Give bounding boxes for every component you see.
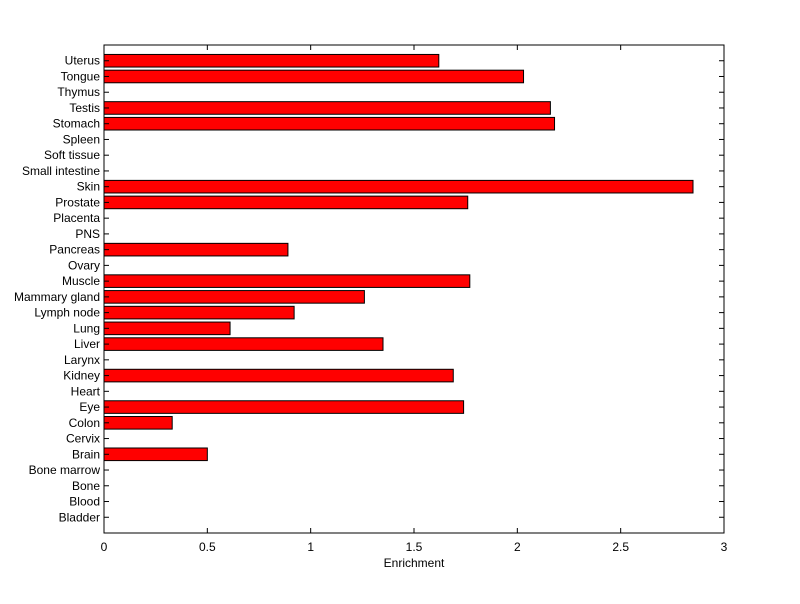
- category-label-eye: Eye: [79, 400, 100, 414]
- category-label-muscle: Muscle: [62, 274, 100, 288]
- category-label-lymph-node: Lymph node: [34, 306, 100, 320]
- category-label-thymus: Thymus: [57, 85, 100, 99]
- category-label-brain: Brain: [72, 447, 100, 461]
- category-label-pns: PNS: [75, 227, 100, 241]
- x-tick-label: 2: [514, 540, 521, 554]
- category-label-tongue: Tongue: [61, 69, 101, 83]
- category-label-stomach: Stomach: [53, 117, 100, 131]
- bar-eye: [103, 400, 465, 414]
- category-label-ovary: Ovary: [68, 258, 100, 272]
- bar-prostate: [103, 195, 469, 210]
- category-label-soft-tissue: Soft tissue: [44, 148, 100, 162]
- category-label-colon: Colon: [69, 416, 100, 430]
- category-label-larynx: Larynx: [64, 353, 100, 367]
- category-label-bone-marrow: Bone marrow: [29, 463, 101, 477]
- plot-frame: [103, 44, 725, 534]
- bar-skin: [103, 179, 694, 194]
- bar-colon: [103, 416, 173, 430]
- category-label-liver: Liver: [74, 337, 100, 351]
- bar-pancreas: [103, 242, 289, 257]
- category-label-mammary-gland: Mammary gland: [14, 290, 100, 304]
- x-tick-label: 2.5: [612, 540, 629, 554]
- x-axis-label: Enrichment: [384, 556, 445, 570]
- bar-mammary-gland: [103, 290, 365, 304]
- category-label-small-intestine: Small intestine: [22, 164, 100, 178]
- category-label-testis: Testis: [69, 101, 100, 115]
- bar-brain: [103, 447, 208, 462]
- bar-liver: [103, 337, 384, 351]
- category-label-bone: Bone: [72, 479, 100, 493]
- bar-muscle: [103, 274, 471, 288]
- bar-lung: [103, 321, 231, 336]
- x-tick-label: 0.5: [199, 540, 216, 554]
- x-tick-label: 0: [101, 540, 108, 554]
- bar-stomach: [103, 116, 556, 131]
- category-label-uterus: Uterus: [65, 54, 100, 68]
- category-label-placenta: Placenta: [53, 211, 100, 225]
- bar-testis: [103, 101, 551, 115]
- category-label-lung: Lung: [73, 321, 100, 335]
- bar-kidney: [103, 368, 454, 383]
- x-tick-label: 3: [721, 540, 728, 554]
- category-label-heart: Heart: [71, 384, 101, 398]
- bar-lymph-node: [103, 305, 295, 320]
- category-label-blood: Blood: [69, 495, 100, 509]
- category-label-cervix: Cervix: [66, 432, 100, 446]
- bar-uterus: [103, 53, 440, 68]
- x-tick-label: 1.5: [406, 540, 423, 554]
- category-label-spleen: Spleen: [63, 132, 100, 146]
- bar-tongue: [103, 69, 525, 84]
- category-label-kidney: Kidney: [63, 369, 100, 383]
- category-label-prostate: Prostate: [55, 195, 100, 209]
- category-label-pancreas: Pancreas: [49, 243, 100, 257]
- category-label-skin: Skin: [77, 180, 100, 194]
- x-ticks-group: 0 0.5 1 1.5 2 2.5 3: [101, 45, 728, 554]
- x-tick-label: 1: [307, 540, 314, 554]
- category-label-bladder: Bladder: [59, 510, 100, 524]
